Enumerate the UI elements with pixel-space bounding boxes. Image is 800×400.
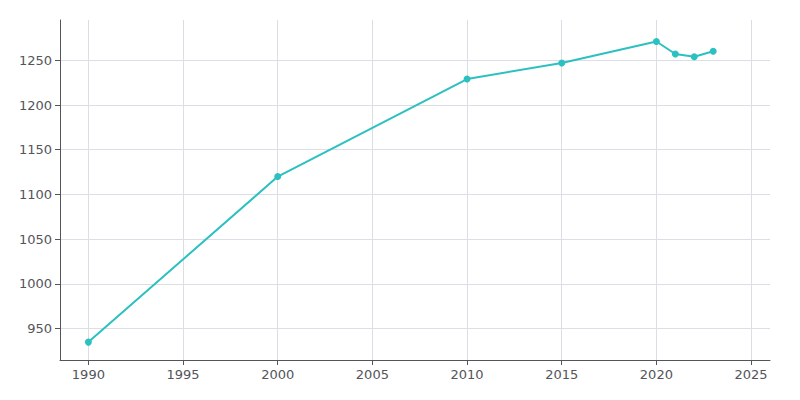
svg-text:1100: 1100 (19, 187, 52, 202)
svg-text:1150: 1150 (19, 142, 52, 157)
svg-text:1250: 1250 (19, 53, 52, 68)
svg-text:1200: 1200 (19, 98, 52, 113)
svg-text:950: 950 (27, 321, 52, 336)
svg-text:1995: 1995 (167, 367, 200, 382)
svg-text:2020: 2020 (640, 367, 673, 382)
svg-text:2025: 2025 (735, 367, 768, 382)
svg-text:1000: 1000 (19, 276, 52, 291)
svg-text:2015: 2015 (545, 367, 578, 382)
svg-text:1050: 1050 (19, 232, 52, 247)
svg-text:1990: 1990 (72, 367, 105, 382)
svg-text:2010: 2010 (451, 367, 484, 382)
svg-text:2000: 2000 (261, 367, 294, 382)
svg-text:2005: 2005 (356, 367, 389, 382)
